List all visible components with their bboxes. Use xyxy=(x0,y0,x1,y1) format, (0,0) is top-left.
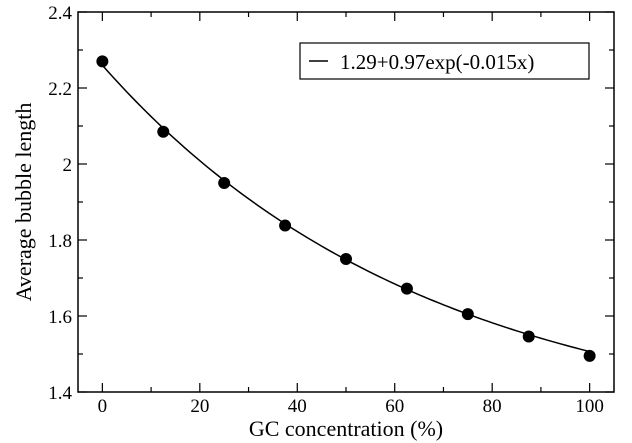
data-points xyxy=(96,55,596,362)
data-point xyxy=(218,177,231,189)
x-tick-label: 0 xyxy=(98,396,108,417)
x-tick-label: 80 xyxy=(483,396,502,417)
legend-box xyxy=(299,42,590,80)
x-axis-title: GC concentration (%) xyxy=(249,416,443,441)
data-point xyxy=(461,308,474,321)
x-axis: 0 20 40 60 80 100 xyxy=(98,12,604,417)
y-tick-label: 2.2 xyxy=(48,79,72,100)
x-tick-label: 20 xyxy=(190,396,209,417)
y-tick-label: 1.6 xyxy=(48,307,72,328)
y-axis: 1.4 1.6 1.8 2 2.2 2.4 xyxy=(48,3,614,404)
legend-label: 1.29+0.97exp(-0.015x) xyxy=(340,50,534,74)
data-point xyxy=(96,55,109,68)
y-tick-label: 1.8 xyxy=(48,231,72,252)
y-tick-label: 1.4 xyxy=(48,383,72,404)
x-tick-label: 60 xyxy=(385,396,404,417)
data-point xyxy=(157,125,170,138)
y-tick-label: 2.4 xyxy=(48,3,72,24)
x-tick-label: 40 xyxy=(288,396,307,417)
y-axis-title: Average bubble length xyxy=(11,103,36,302)
fit-curve xyxy=(101,64,590,353)
data-point xyxy=(279,219,292,232)
data-point xyxy=(340,253,352,265)
legend: 1.29+0.97exp(-0.015x) xyxy=(299,42,590,80)
data-point xyxy=(522,330,535,343)
y-tick-label: 2 xyxy=(63,155,73,176)
x-tick-label: 100 xyxy=(575,396,604,417)
data-point xyxy=(583,349,596,362)
data-point xyxy=(400,282,413,295)
